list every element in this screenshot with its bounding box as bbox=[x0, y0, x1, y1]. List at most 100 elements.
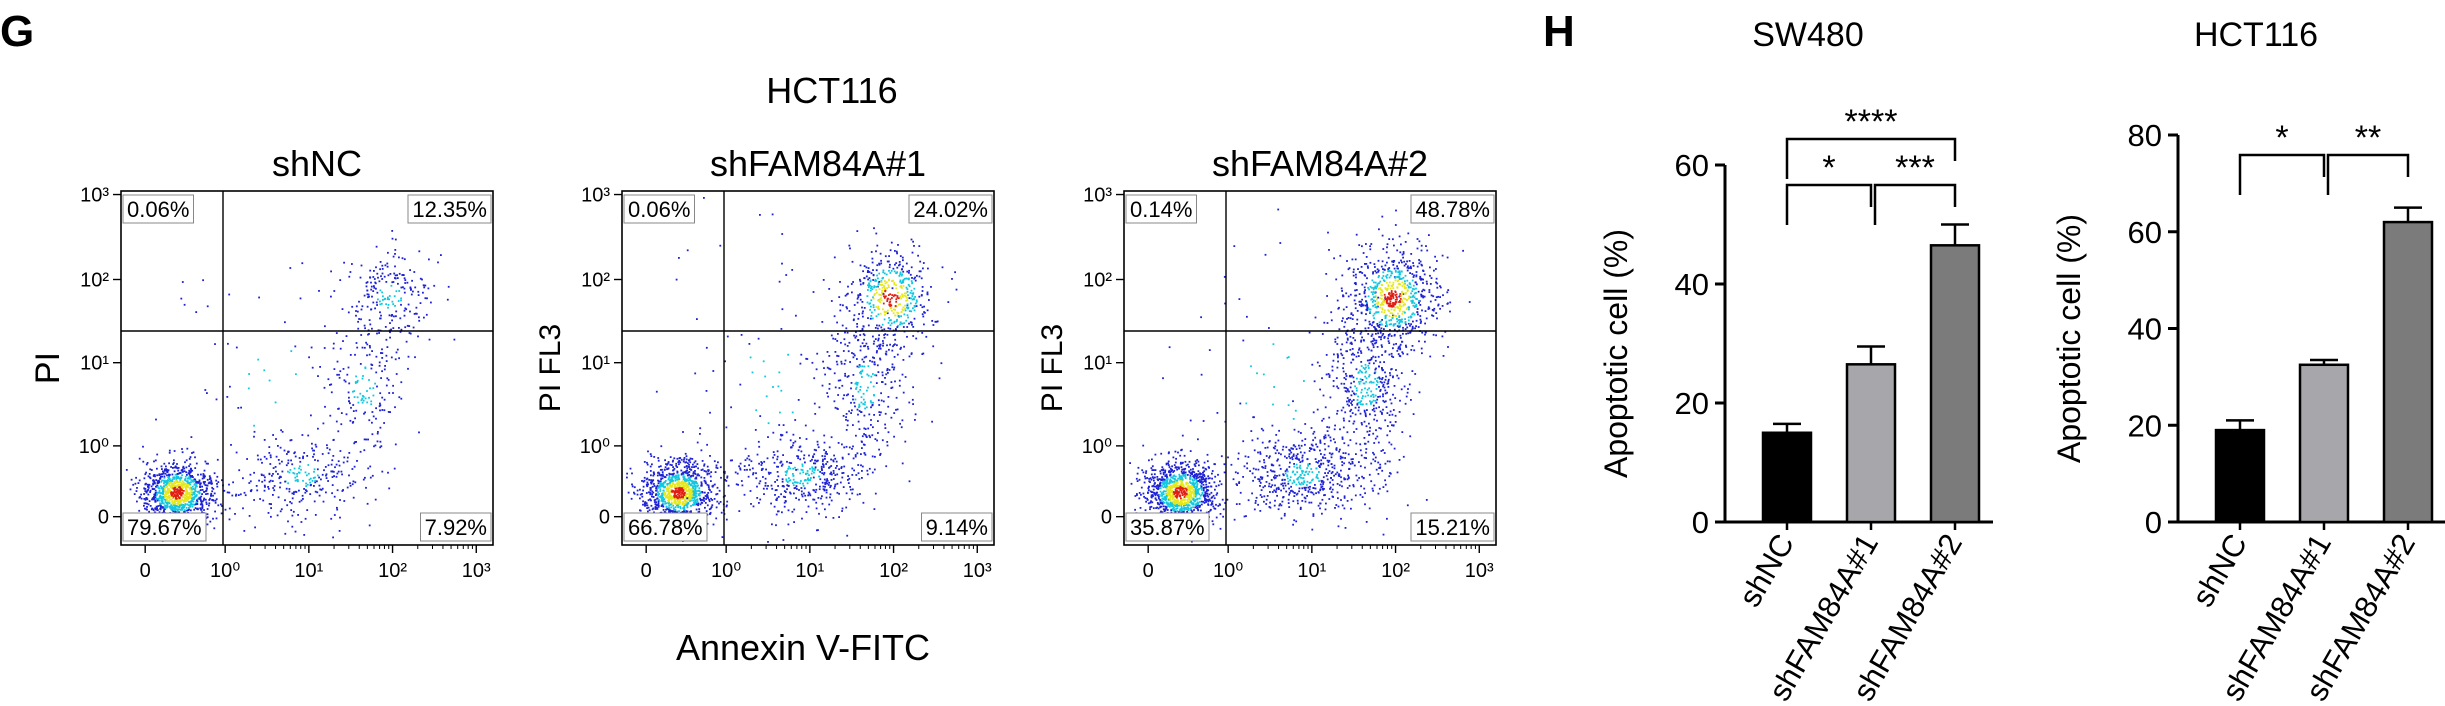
flow-dot bbox=[649, 487, 652, 489]
flow-dot bbox=[867, 324, 870, 327]
flow-dot bbox=[1177, 451, 1179, 454]
flow-dot bbox=[654, 503, 657, 505]
flow-dot bbox=[692, 472, 695, 475]
flow-dot bbox=[381, 291, 383, 294]
flow-dot bbox=[348, 400, 350, 403]
flow-dot bbox=[712, 370, 715, 372]
flow-dot bbox=[838, 387, 841, 389]
flow-dot bbox=[855, 335, 858, 338]
flow-dot bbox=[293, 452, 296, 455]
flow-dot bbox=[395, 315, 397, 318]
flow-dot bbox=[1167, 490, 1169, 492]
flow-dot bbox=[686, 504, 688, 507]
flow-dot bbox=[653, 511, 655, 514]
flow-dot bbox=[156, 474, 159, 477]
flow-dot bbox=[216, 475, 219, 478]
flow-dot bbox=[918, 295, 921, 298]
flow-dot bbox=[682, 431, 684, 433]
flow-dot bbox=[372, 276, 375, 278]
flow-dot bbox=[872, 401, 874, 404]
flow-dot bbox=[159, 497, 162, 499]
flow-dot bbox=[1170, 480, 1173, 482]
flow-dot bbox=[161, 479, 163, 482]
flow-dot bbox=[665, 474, 668, 476]
flow-dot bbox=[229, 385, 231, 388]
flow-dot bbox=[894, 250, 896, 252]
flow-dot bbox=[312, 449, 314, 452]
flow-dot bbox=[824, 508, 826, 511]
flow-dot bbox=[750, 460, 753, 463]
flow-dot bbox=[815, 501, 818, 504]
flow-dot bbox=[694, 460, 697, 463]
flow-dot bbox=[785, 479, 788, 482]
flow-dot bbox=[902, 359, 905, 361]
flow-dot bbox=[905, 295, 907, 298]
flow-dot bbox=[372, 290, 375, 292]
flow-dot bbox=[894, 263, 896, 266]
flow-dot bbox=[674, 506, 677, 508]
flow-dot bbox=[370, 281, 372, 284]
flow-dot bbox=[390, 315, 393, 317]
flow-dot bbox=[398, 357, 400, 360]
flow-dot bbox=[180, 493, 182, 496]
flow-dot bbox=[181, 483, 183, 485]
flow-dot bbox=[782, 454, 784, 456]
flow-dot bbox=[403, 277, 406, 280]
flow-dot bbox=[279, 486, 281, 489]
flow-dot bbox=[870, 381, 872, 384]
flow-dot bbox=[400, 381, 403, 384]
flow-dot bbox=[292, 472, 295, 474]
flow-dot bbox=[191, 485, 194, 488]
flow-dot bbox=[699, 503, 702, 506]
flow-dot bbox=[807, 505, 810, 508]
flow-dot bbox=[859, 293, 861, 295]
flow-dot bbox=[703, 197, 705, 199]
flow-dot bbox=[1203, 474, 1205, 476]
flow-dot bbox=[896, 296, 899, 299]
flow-dot bbox=[133, 493, 136, 495]
flow-dot bbox=[657, 479, 659, 482]
flow-dot bbox=[672, 504, 675, 507]
flow-dot bbox=[313, 468, 316, 471]
flow-dot bbox=[342, 368, 345, 370]
flow-dot bbox=[858, 364, 861, 366]
flow-dot bbox=[318, 476, 320, 479]
flow-dot bbox=[715, 517, 718, 520]
flow-dot bbox=[165, 506, 168, 509]
flow-dot bbox=[691, 495, 693, 497]
flow-dot bbox=[181, 451, 184, 454]
flow-dot bbox=[196, 498, 199, 500]
flow-dot bbox=[351, 421, 354, 424]
flow-dot bbox=[174, 488, 177, 491]
flow-dot bbox=[913, 245, 915, 247]
flow-dot bbox=[163, 509, 165, 512]
flow-dot bbox=[1200, 484, 1202, 487]
flow-dot bbox=[669, 456, 672, 458]
flow-dot bbox=[777, 485, 779, 487]
flow-dot bbox=[891, 366, 894, 369]
flow-dot bbox=[819, 478, 822, 481]
flow-dot bbox=[859, 278, 861, 281]
flow-dot bbox=[177, 503, 180, 506]
flow-dot bbox=[673, 501, 676, 504]
flow-dot bbox=[1172, 494, 1174, 497]
flow-dot bbox=[897, 312, 900, 315]
flow-plot-frame bbox=[621, 190, 995, 546]
flow-dot bbox=[419, 277, 422, 280]
flow-dot bbox=[199, 499, 202, 502]
flow-dot bbox=[360, 318, 362, 321]
flow-dot bbox=[836, 482, 839, 485]
flow-dot bbox=[677, 487, 680, 489]
flow-dot bbox=[631, 472, 633, 475]
flow-dot bbox=[872, 306, 875, 309]
flow-dot bbox=[388, 314, 391, 317]
flow-dot bbox=[758, 462, 760, 465]
flow-dot bbox=[791, 411, 794, 414]
quadrant-label-top-left: 0.06% bbox=[628, 197, 690, 222]
flow-dot bbox=[646, 461, 648, 464]
flow-dot bbox=[354, 382, 357, 384]
flow-dot bbox=[683, 494, 686, 496]
flow-dot bbox=[906, 288, 909, 291]
flow-dot bbox=[173, 501, 176, 504]
flow-dot bbox=[900, 274, 903, 277]
